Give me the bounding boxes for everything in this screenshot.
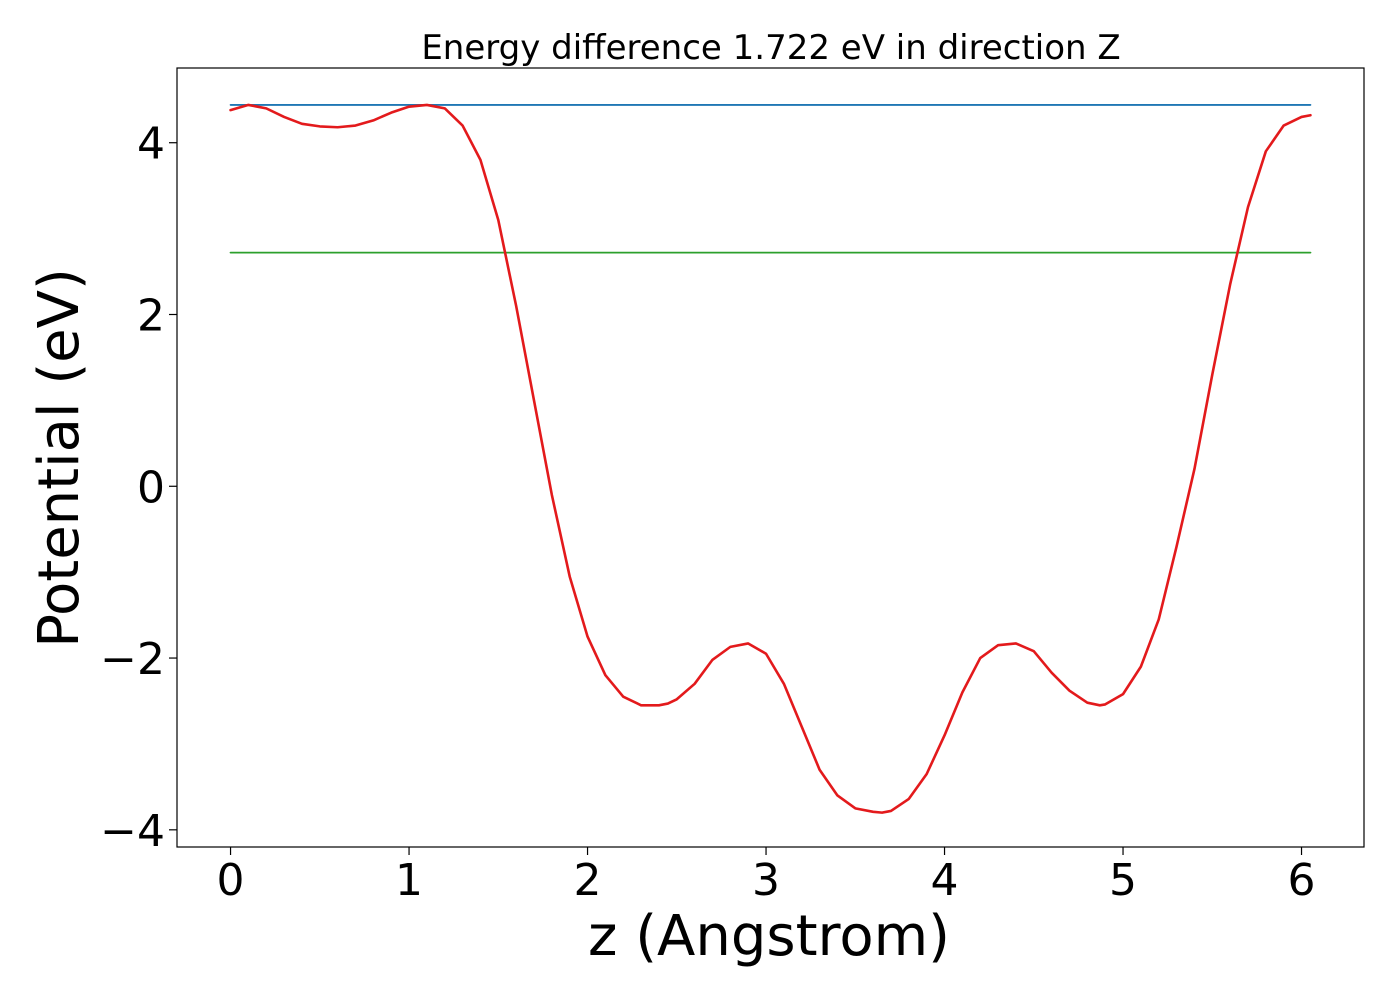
y-tick-label: −2 (100, 634, 165, 685)
x-axis-ticks: 0 1 2 3 4 5 6 (217, 847, 1316, 906)
x-tick-label: 1 (395, 855, 423, 906)
x-tick-label: 6 (1288, 855, 1316, 906)
x-axis-label: z (Angstrom) (588, 904, 950, 969)
plot-area (176, 67, 1365, 848)
y-tick-label: 2 (137, 290, 165, 341)
y-axis-ticks: −4 −2 0 2 4 (100, 119, 177, 857)
series-layer (229, 103, 1312, 814)
y-axis-label: Potential (eV) (27, 268, 92, 648)
x-tick-label: 3 (752, 855, 780, 906)
x-tick-label: 2 (574, 855, 602, 906)
y-tick-label: 4 (137, 119, 165, 170)
series-line-3 (229, 103, 1312, 814)
y-tick-label: 0 (137, 462, 165, 513)
chart-title: Energy difference 1.722 eV in direction … (421, 28, 1120, 68)
plot-frame (176, 67, 1365, 848)
y-tick-label: −4 (100, 806, 165, 857)
x-tick-label: 4 (931, 855, 959, 906)
x-tick-label: 5 (1109, 855, 1137, 906)
x-tick-label: 0 (217, 855, 245, 906)
